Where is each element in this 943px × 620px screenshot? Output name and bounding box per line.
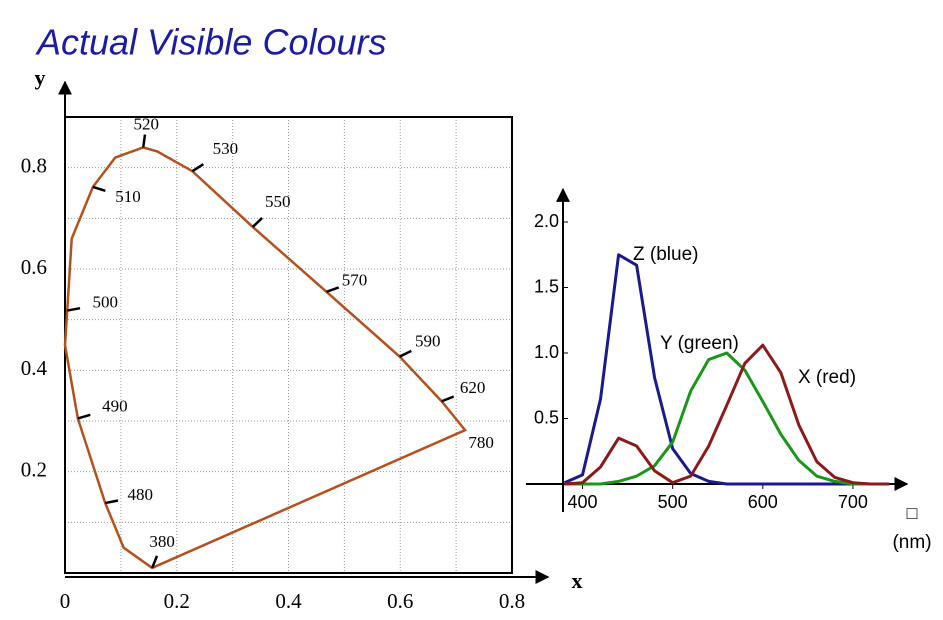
x-axis-label: (nm): [892, 532, 931, 553]
wavelength-label: 530: [213, 139, 239, 158]
x-tick-label: 0.8: [499, 589, 525, 613]
wavelength-tick: [326, 286, 340, 293]
wavelength-tick: [441, 395, 455, 403]
wavelength-tick: [77, 413, 91, 420]
y-tick-label: 0.8: [21, 153, 47, 177]
wavelength-tick: [104, 499, 119, 505]
y-tick-label: 2.0: [534, 211, 559, 231]
wavelength-tick: [151, 555, 159, 569]
x-tick-label: 0.2: [164, 589, 190, 613]
curve: [564, 351, 889, 486]
wavelength-label: 480: [127, 485, 153, 504]
slide-title: Actual Visible Colours: [35, 22, 387, 63]
wavelength-label: 500: [92, 292, 118, 311]
wavelength-label: 590: [415, 332, 441, 351]
wavelength-label: 620: [460, 378, 486, 397]
y-axis-label: y: [35, 65, 46, 90]
wavelength-label: 520: [133, 114, 159, 133]
y-tick-label: 0.6: [21, 255, 47, 279]
wavelength-label: 380: [149, 532, 175, 551]
wavelength-label: 490: [102, 396, 128, 415]
curve: [564, 343, 889, 486]
y-tick-label: 0.5: [534, 407, 559, 427]
x-axis-label: x: [572, 568, 583, 593]
curve-label: Z (blue): [633, 244, 699, 265]
y-tick-label: 1.5: [534, 276, 559, 296]
curve: [563, 253, 889, 486]
wavelength-label: 570: [342, 271, 368, 290]
wavelength-tick: [92, 185, 106, 193]
wavelength-label: 550: [265, 192, 291, 211]
curve-label: Y (green): [660, 333, 739, 354]
x-tick-label: 0.6: [387, 589, 413, 613]
x-tick-label: 700: [838, 492, 868, 512]
y-tick-label: 0.4: [21, 356, 48, 380]
wavelength-tick: [141, 134, 147, 148]
y-tick-label: 1.0: [534, 342, 559, 362]
x-tick-label: 0.4: [275, 589, 302, 613]
x-axis-symbol: □: [907, 503, 918, 523]
x-tick-label: 400: [568, 492, 598, 512]
curve-label: X (red): [797, 367, 857, 388]
wavelength-label: 780: [468, 433, 494, 452]
wavelength-label: 510: [115, 187, 141, 206]
y-tick-label: 0.2: [21, 457, 47, 481]
wavelength-tick: [191, 163, 205, 173]
x-tick-label: 500: [658, 492, 688, 512]
wavelength-tick: [251, 217, 263, 228]
wavelength-tick: [399, 349, 412, 358]
x-tick-label: 600: [748, 492, 778, 512]
wavelength-tick: [67, 306, 81, 312]
x-tick-label: 0: [60, 589, 71, 613]
spectral-locus: [63, 146, 468, 570]
